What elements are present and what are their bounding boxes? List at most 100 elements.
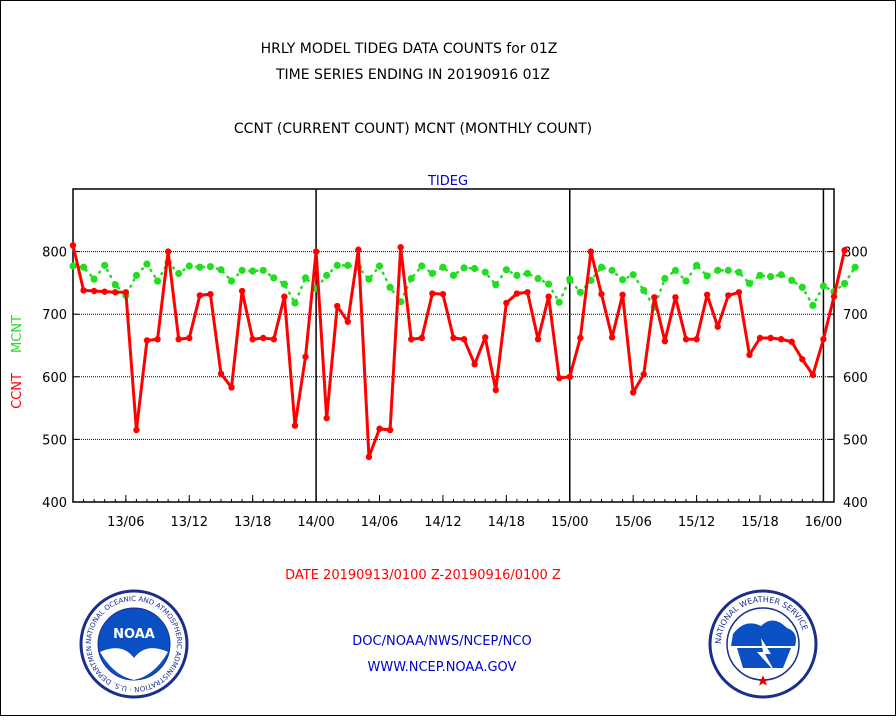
mcnt-point (428, 269, 436, 278)
y-tick-label-right: 800 (843, 246, 868, 261)
ccnt-point (756, 334, 764, 342)
ccnt-point (841, 247, 848, 254)
mcnt-point (534, 274, 542, 283)
mcnt-point (238, 266, 246, 274)
ccnt-point (217, 370, 225, 377)
ccnt-point (629, 389, 637, 396)
chart-title-line2: TIME SERIES ENDING IN 20190916 01Z (275, 67, 550, 83)
ccnt-point (450, 334, 457, 342)
mcnt-point (745, 279, 754, 288)
mcnt-point (132, 271, 141, 279)
mcnt-point (481, 268, 489, 276)
ccnt-point (693, 336, 700, 343)
x-tick-label: 14/00 (297, 515, 334, 530)
ccnt-point (408, 336, 415, 343)
x-tick-label: 15/18 (741, 515, 778, 530)
mcnt-point (460, 264, 468, 272)
ccnt-point (90, 287, 98, 295)
mcnt-point (840, 279, 849, 288)
ccnt-point (154, 336, 161, 343)
mcnt-point (608, 266, 616, 274)
mcnt-point (513, 271, 521, 279)
mcnt-point (333, 261, 341, 269)
mcnt-point (259, 266, 267, 274)
y-tick-label-left: 600 (42, 371, 67, 386)
ccnt-point (376, 425, 383, 432)
mcnt-point (323, 271, 331, 279)
y-axis-label-ccnt: CCNT (10, 373, 25, 409)
y-tick-label-left: 700 (42, 308, 67, 323)
mcnt-point (449, 271, 458, 279)
mcnt-point (175, 269, 183, 278)
ccnt-point (460, 336, 468, 343)
ccnt-series-line (71, 244, 847, 459)
ccnt-point (175, 336, 182, 343)
mcnt-point (90, 275, 98, 283)
ncep-url-link[interactable]: WWW.NCEP.NOAA.GOV (368, 660, 517, 675)
plot-title: TIDEG (427, 174, 468, 189)
mcnt-point (206, 263, 215, 271)
ccnt-point (482, 334, 489, 341)
ccnt-point (651, 294, 658, 301)
ccnt-point (471, 361, 478, 368)
y-axis-label-mcnt: MCNT (10, 315, 25, 353)
mcnt-point (798, 283, 806, 291)
ccnt-point (725, 292, 732, 299)
mcnt-point (375, 262, 384, 270)
nws-logo: NATIONAL WEATHER SERVICE (708, 589, 818, 699)
ccnt-point (302, 353, 309, 360)
x-tick-label: 13/18 (234, 515, 271, 530)
mcnt-point (640, 286, 648, 295)
mcnt-point (418, 262, 426, 270)
series-layer (69, 242, 859, 461)
date-range-label: DATE 20190913/0100 Z-20190916/0100 Z (285, 568, 561, 583)
mcnt-point (851, 263, 859, 271)
tick-layer: 400 400 500 500 600 600 700 700 800 800 13/06 13/12… (42, 246, 868, 530)
x-tick-label: 13/12 (171, 515, 208, 530)
mcnt-point (566, 275, 574, 283)
mcnt-point (502, 266, 510, 274)
ccnt-point (143, 337, 151, 344)
x-tick-label: 15/12 (678, 515, 715, 530)
x-tick-label: 14/12 (424, 515, 461, 530)
mcnt-point (724, 266, 732, 274)
ccnt-point (101, 288, 108, 295)
mcnt-point (629, 271, 637, 279)
mcnt-point (766, 273, 775, 281)
ccnt-point (238, 287, 246, 295)
mcnt-point (597, 263, 606, 271)
mcnt-point (217, 266, 225, 274)
ccnt-point (291, 422, 299, 429)
mcnt-point (439, 263, 447, 271)
mcnt-point (185, 262, 193, 270)
ccnt-point (439, 290, 447, 298)
ccnt-point (513, 290, 521, 297)
mcnt-point (819, 282, 828, 290)
ccnt-point (312, 248, 320, 255)
mcnt-point (619, 276, 627, 284)
mcnt-point (111, 281, 119, 289)
ccnt-point (196, 292, 204, 299)
ccnt-point (69, 242, 77, 249)
ccnt-point (260, 334, 267, 342)
mcnt-point (576, 288, 584, 296)
ccnt-point (830, 293, 838, 300)
ccnt-point (545, 293, 552, 300)
ccnt-point (386, 426, 394, 434)
mcnt-point (79, 263, 88, 271)
ccnt-point (820, 336, 827, 343)
mcnt-point (143, 260, 151, 268)
ccnt-point (598, 290, 605, 298)
y-tick-label-left: 400 (42, 496, 67, 511)
x-tick-label: 15/06 (614, 515, 651, 530)
mcnt-point (523, 269, 532, 278)
ccnt-point (619, 291, 626, 298)
y-tick-label-right: 600 (843, 371, 868, 386)
ccnt-point (608, 334, 616, 341)
ccnt-point (133, 426, 140, 434)
ccnt-point (788, 338, 795, 345)
mcnt-point (407, 274, 415, 283)
mcnt-point (555, 298, 563, 306)
ccnt-point (799, 356, 806, 363)
x-tick-label: 16/00 (805, 515, 842, 530)
